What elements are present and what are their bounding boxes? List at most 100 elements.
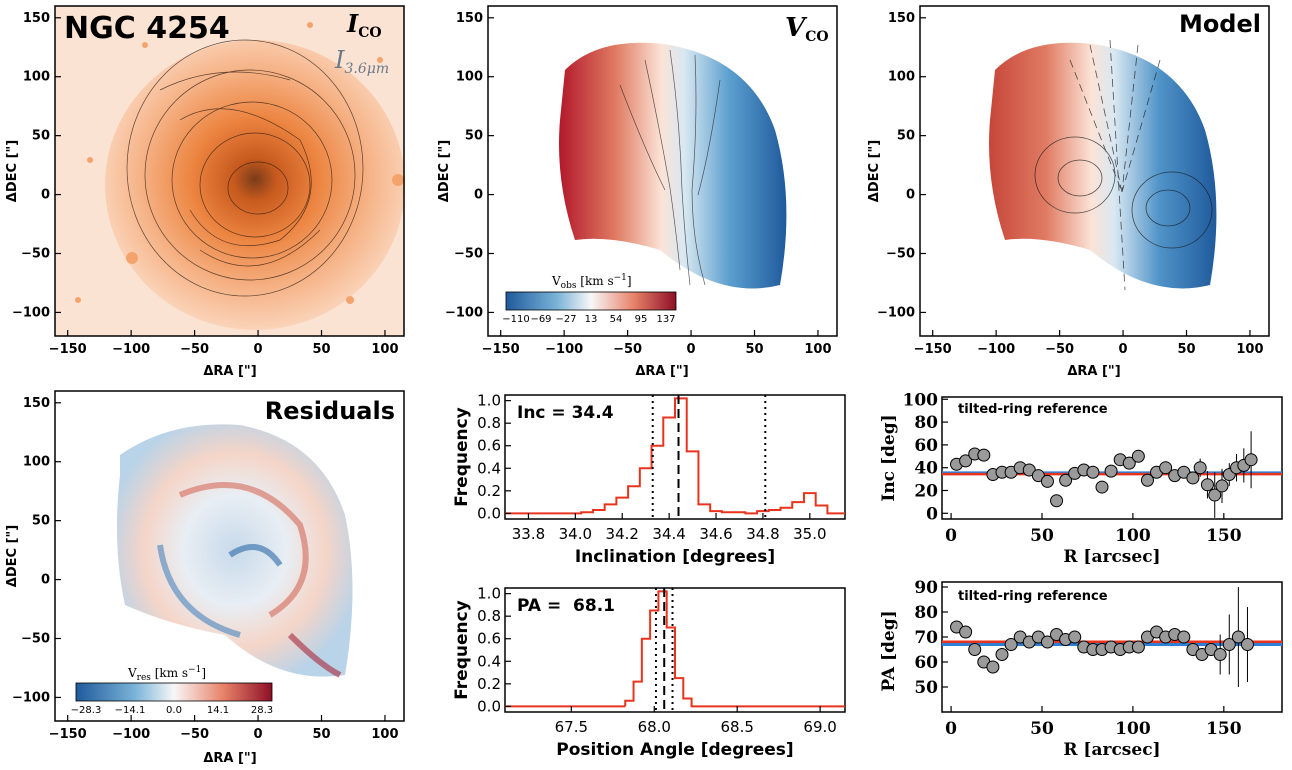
vco-cbar-label: Vobs [km s−1] xyxy=(551,273,632,291)
model-label: Model xyxy=(1179,10,1261,38)
y-tick-label: 150 xyxy=(23,11,50,26)
x-tick-label: −50 xyxy=(180,342,209,357)
inc-hist-marks xyxy=(505,395,845,519)
residuals-xticks: −150 −100 −50 0 50 100 xyxy=(49,715,399,742)
x-tick-label: 34.8 xyxy=(746,525,779,543)
y-tick-label: 1.0 xyxy=(477,585,501,603)
pa-hist-marks xyxy=(505,588,845,712)
y-tick-label: 20 xyxy=(914,481,938,501)
y-tick-label: −100 xyxy=(12,690,50,705)
y-tick-label: 50 xyxy=(897,129,915,144)
data-point xyxy=(977,448,991,462)
cbar-tick-label: 137 xyxy=(656,314,675,325)
model-contours xyxy=(1034,39,1213,291)
y-tick-label: 40 xyxy=(914,459,938,479)
inc-ring-marks xyxy=(942,431,1282,518)
y-tick-label: 0.4 xyxy=(477,652,501,670)
x-tick-label: 0 xyxy=(687,342,696,357)
cbar-tick-label: 95 xyxy=(635,314,648,325)
x-tick-label: 34.0 xyxy=(559,525,592,543)
x-tick-label: −100 xyxy=(112,727,150,742)
y-tick-label: 0 xyxy=(926,504,938,524)
inc-hist-svg: Inc = 34.4 33.8 34.0 34.2 34.4 34.6 34.8 35.0 … xyxy=(452,392,846,567)
residuals-map-svg: Residuals Vres [km s−1] −28.3 −14.1 0.0 14.… xyxy=(5,390,405,766)
x-tick-label: −50 xyxy=(613,342,642,357)
residuals-yticks: −100 −50 0 50 100 150 xyxy=(12,396,61,705)
y-tick-label: 0.2 xyxy=(477,482,501,500)
y-tick-label: 150 xyxy=(456,11,483,26)
pa-hist-frame xyxy=(504,587,846,713)
x-tick-label: 67.5 xyxy=(555,718,588,736)
residuals-frame xyxy=(54,390,405,722)
y-tick-label: 90 xyxy=(914,578,938,598)
x-tick-label: 150 xyxy=(1206,526,1242,546)
ico-stars xyxy=(75,22,404,304)
data-point xyxy=(1200,478,1214,492)
x-tick-label: −100 xyxy=(977,342,1015,357)
vco-xticks: −150 −100 −50 0 50 100 xyxy=(482,330,832,357)
inc-ring-panel: tilted-ring reference 0 50 100 150 0 20 40 60 8… xyxy=(879,385,1292,575)
x-tick-label: 100 xyxy=(1236,342,1263,357)
inc-hist-annotation: Inc = 34.4 xyxy=(517,403,614,423)
x-tick-label: 68.0 xyxy=(638,718,671,736)
y-tick-label: 50 xyxy=(465,129,483,144)
model-velocity-field xyxy=(989,42,1217,289)
residuals-ylabel: ΔDEC ["] xyxy=(5,525,20,587)
y-tick-label: 150 xyxy=(23,396,50,411)
data-point xyxy=(1222,638,1236,651)
cbar-tick-label: 13 xyxy=(585,314,598,325)
data-point xyxy=(1240,638,1254,651)
y-tick-label: 0.8 xyxy=(477,414,501,432)
y-tick-label: 100 xyxy=(903,390,939,410)
x-tick-label: 68.5 xyxy=(720,718,753,736)
x-tick-label: 34.4 xyxy=(652,525,685,543)
pa-hist-ylabel: Frequency xyxy=(452,600,472,700)
y-tick-label: 50 xyxy=(914,678,938,698)
y-tick-label: 1.0 xyxy=(477,392,501,410)
y-tick-label: −100 xyxy=(445,305,483,320)
data-point xyxy=(1140,473,1154,487)
inc-hist-ylabel: Frequency xyxy=(452,407,472,507)
data-point xyxy=(1095,480,1109,494)
x-tick-label: 0 xyxy=(254,342,263,357)
y-tick-label: 0.2 xyxy=(477,675,501,693)
vco-yticks: −100 −50 0 50 100 150 xyxy=(445,11,494,320)
cbar-tick-label: 54 xyxy=(610,314,623,325)
x-tick-label: −100 xyxy=(545,342,583,357)
y-tick-label: 70 xyxy=(914,628,938,648)
vco-map-svg: VCO Vobs [km s−1] −110 −69 −27 13 54 95 137 −1… xyxy=(437,5,838,379)
y-tick-label: 100 xyxy=(888,70,915,85)
residuals-cbar-ticks: −28.3 −14.1 0.0 14.1 28.3 xyxy=(71,705,273,716)
x-tick-label: 0 xyxy=(945,719,957,739)
pa-ring-frame xyxy=(941,581,1283,713)
pa-hist-svg: PA = 68.1 67.5 68.0 68.5 69.0 0.00.20.40.60… xyxy=(452,585,846,760)
inc-ring-frame xyxy=(941,396,1283,520)
pa-ring-yticks: 50 60 70 80 90 xyxy=(914,578,948,698)
data-point xyxy=(1177,630,1191,644)
y-tick-label: 0 xyxy=(474,188,483,203)
x-tick-label: −150 xyxy=(482,342,520,357)
data-point xyxy=(1159,461,1173,475)
pa-hist-annotation: PA = 68.1 xyxy=(517,596,615,616)
ico-sec-label: I3.6μm xyxy=(334,46,389,77)
pa-ring-xlabel: R [arcsec] xyxy=(1063,740,1160,760)
y-tick-label: −50 xyxy=(454,247,483,262)
ico-panel: NGC 4254 ICO I3.6μm −150 −100 −50 0 50 100 −1… xyxy=(0,0,420,385)
data-point xyxy=(968,643,982,656)
pa-ring-xticks: 0 50 100 150 xyxy=(945,706,1242,739)
x-tick-label: 0 xyxy=(254,727,263,742)
inc-hist-xlabel: Inclination [degrees] xyxy=(575,547,775,567)
vco-ylabel: ΔDEC ["] xyxy=(437,140,452,202)
ico-xlabel: ΔRA ["] xyxy=(203,364,256,379)
pa-ring-annotation: tilted-ring reference xyxy=(958,589,1108,604)
y-tick-label: 100 xyxy=(23,70,50,85)
x-tick-label: 69.0 xyxy=(803,718,836,736)
data-point xyxy=(1050,494,1064,508)
x-tick-label: −100 xyxy=(112,342,150,357)
x-tick-label: 50 xyxy=(312,727,330,742)
data-point xyxy=(1122,456,1136,470)
vco-label: VCO xyxy=(785,13,829,45)
data-point xyxy=(1068,630,1082,644)
